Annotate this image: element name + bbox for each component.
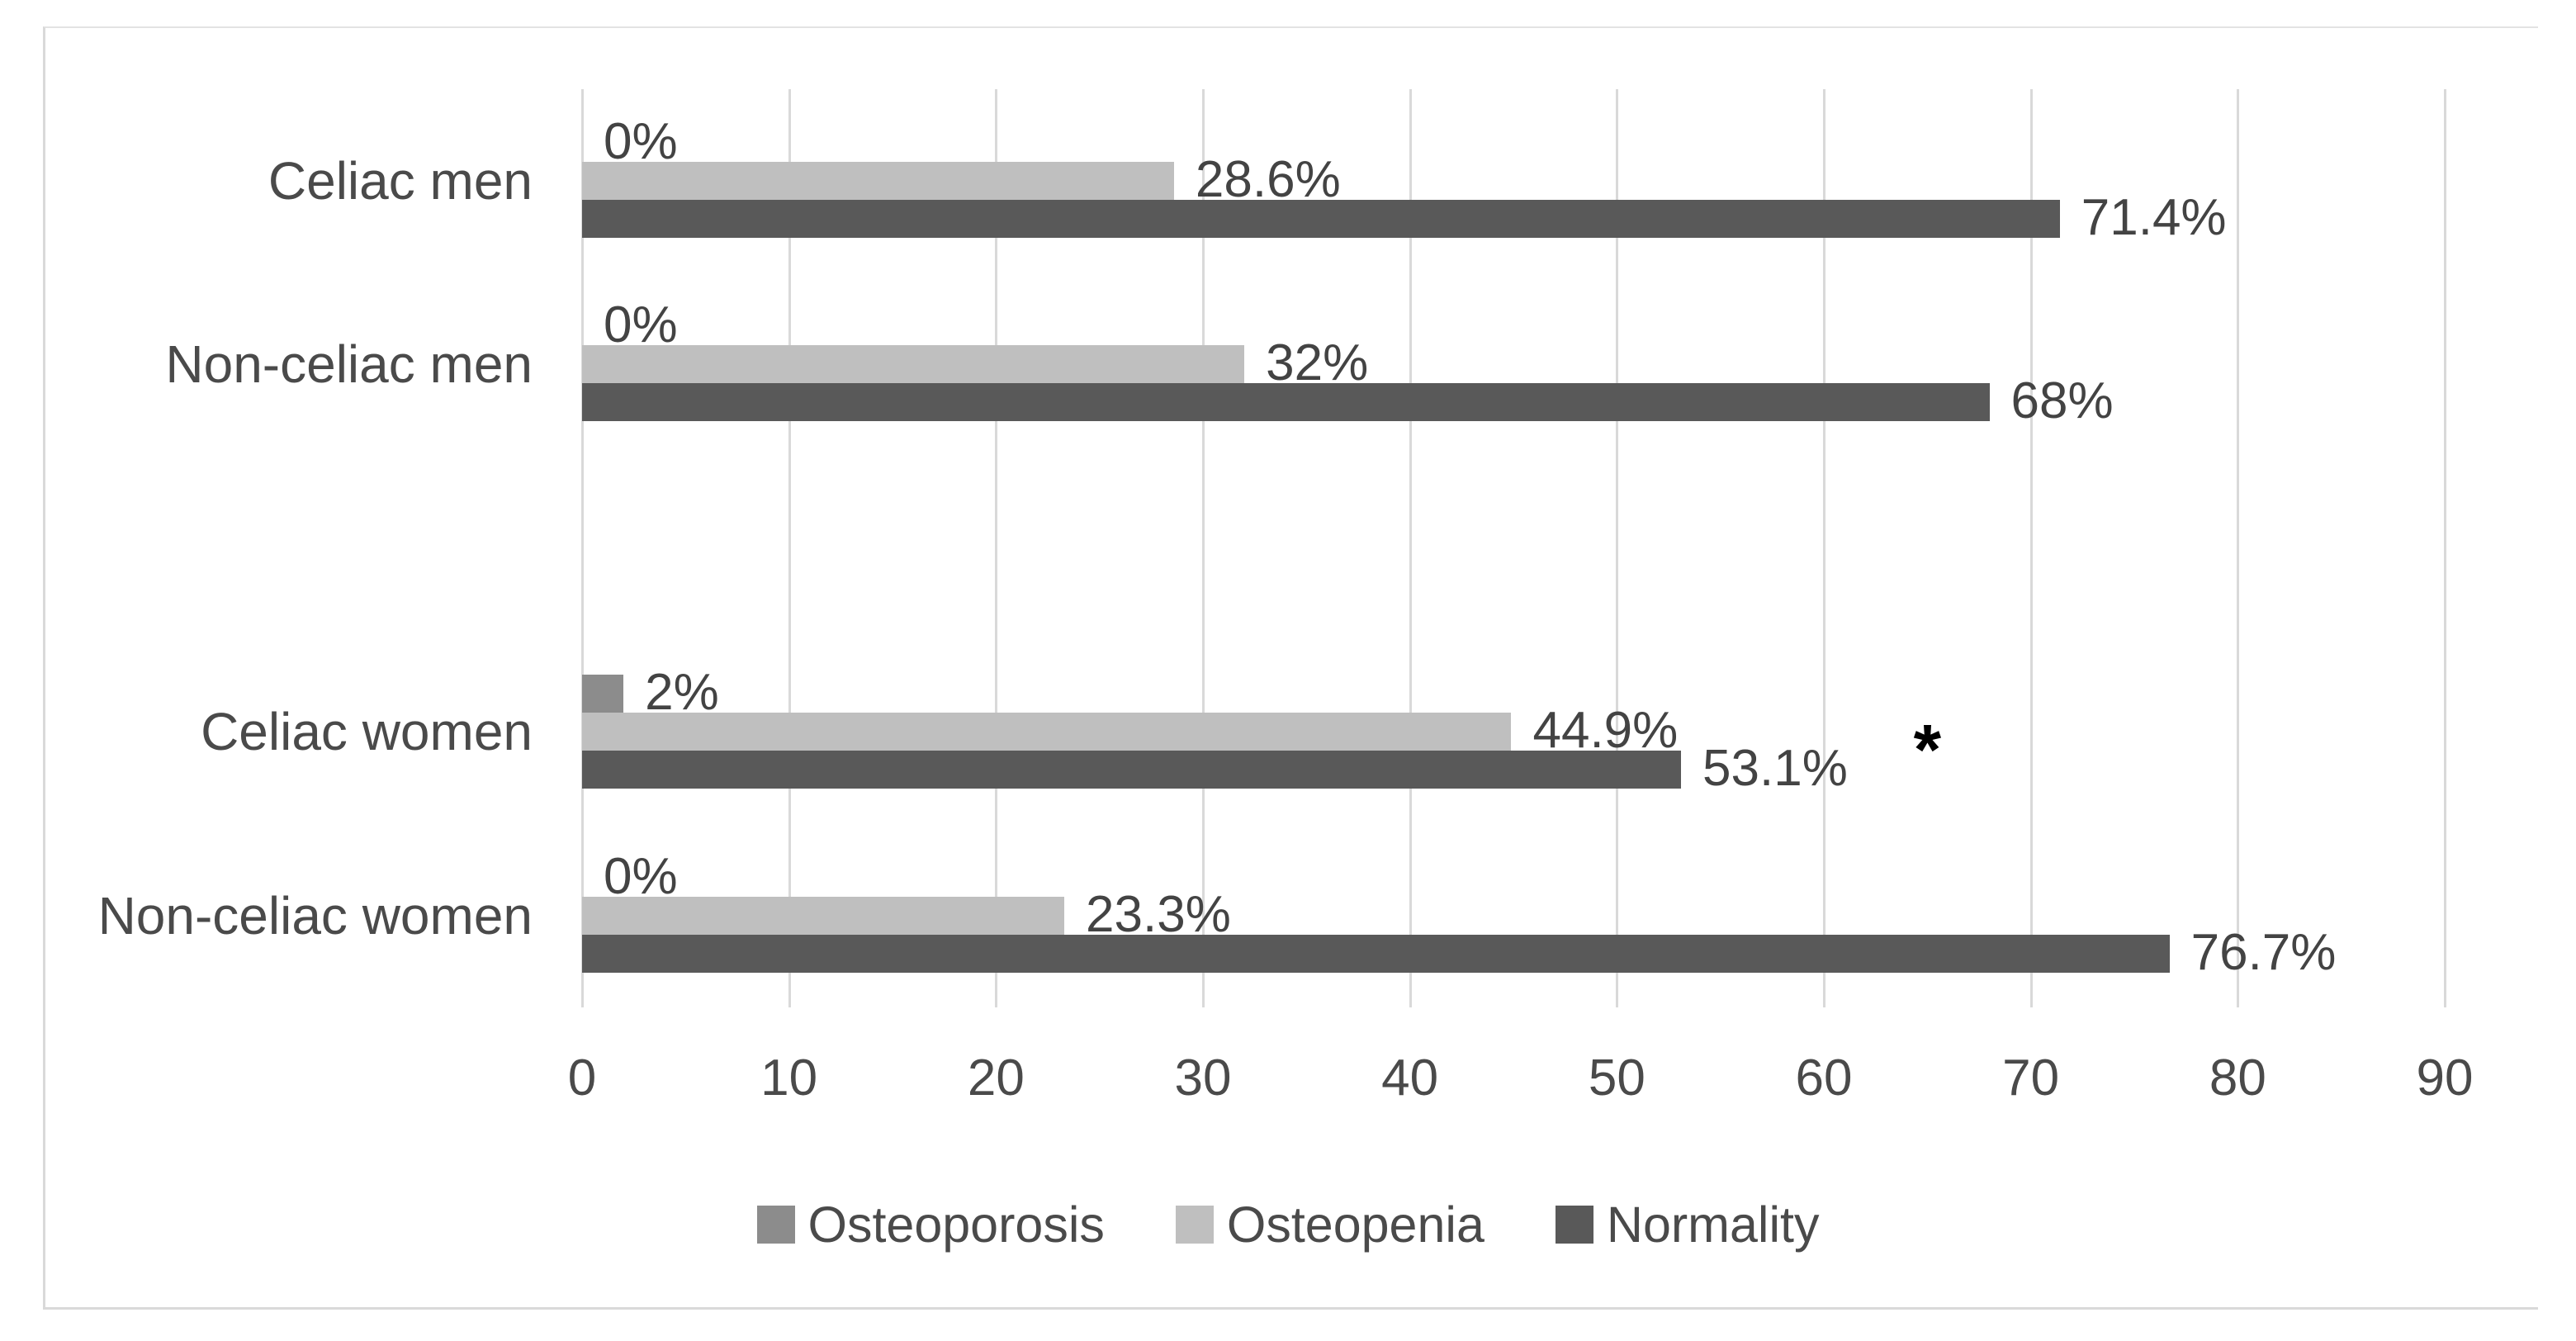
gridline-90 [2444,89,2446,1007]
x-tick-10: 10 [760,1050,818,1106]
x-tick-0: 0 [567,1050,597,1106]
gridline-60 [1823,89,1825,1007]
data-label-osteopenia-4: 23.3% [1086,885,1231,943]
data-label-normality-0: 71.4% [2081,189,2227,247]
bar-osteopenia-1 [582,345,1245,384]
gridline-30 [1202,89,1205,1007]
legend-label-normality: Normality [1606,1196,1820,1253]
data-label-osteoporosis-0: 0% [604,113,678,171]
legend: Osteoporosis Osteopenia Normality [0,1196,2576,1253]
legend-label-osteopenia: Osteopenia [1226,1196,1485,1253]
gridline-0 [581,89,584,1007]
gridline-40 [1409,89,1412,1007]
x-tick-50: 50 [1588,1050,1646,1106]
category-label-1: Non-celiac men [165,334,533,395]
bar-normality-1 [582,383,1990,422]
gridline-10 [788,89,791,1007]
gridline-50 [1616,89,1619,1007]
legend-swatch-osteopenia [1175,1206,1214,1244]
data-label-normality-3: 53.1% [1702,740,1848,798]
data-label-osteoporosis-4: 0% [604,847,678,905]
chart-frame [43,26,2538,1310]
data-label-osteoporosis-3: 2% [645,664,719,722]
plot-area: 0% 28.6% 71.4% 0% 32% 68% 2% 44.9% 53.1% 0% 23.3% 7… [581,89,2446,1007]
data-label-normality-1: 68% [2010,372,2114,430]
data-label-osteopenia-3: 44.9% [1532,702,1679,760]
legend-swatch-normality [1555,1206,1593,1244]
category-label-3: Celiac women [201,702,533,762]
bar-osteopenia-0 [582,162,1174,200]
legend-label-osteoporosis: Osteoporosis [807,1196,1105,1253]
x-tick-20: 20 [967,1050,1025,1106]
x-tick-60: 60 [1795,1050,1853,1106]
category-label-0: Celiac men [268,151,533,211]
gridline-80 [2237,89,2240,1007]
significance-asterisk: * [1913,710,1942,790]
data-label-osteopenia-1: 32% [1266,334,1369,392]
legend-item-normality: Normality [1555,1196,1820,1253]
x-tick-30: 30 [1174,1050,1232,1106]
bar-normality-0 [582,200,2060,238]
bar-osteopenia-3 [582,713,1512,751]
gridline-70 [2029,89,2033,1007]
legend-swatch-osteoporosis [756,1206,795,1244]
x-tick-90: 90 [2416,1050,2474,1106]
category-label-4: Non-celiac women [97,885,533,945]
x-tick-70: 70 [2002,1050,2060,1106]
data-label-normality-4: 76.7% [2190,923,2337,981]
bar-normality-4 [582,934,2170,973]
data-label-osteopenia-0: 28.6% [1195,151,1341,209]
bar-osteoporosis-3 [582,675,624,713]
x-tick-40: 40 [1381,1050,1439,1106]
legend-item-osteopenia: Osteopenia [1175,1196,1485,1253]
gridline-20 [995,89,998,1007]
bar-osteopenia-4 [582,896,1065,935]
bar-normality-3 [582,751,1682,789]
data-label-osteoporosis-1: 0% [604,296,678,354]
x-tick-80: 80 [2209,1050,2266,1106]
legend-item-osteoporosis: Osteoporosis [756,1196,1105,1253]
